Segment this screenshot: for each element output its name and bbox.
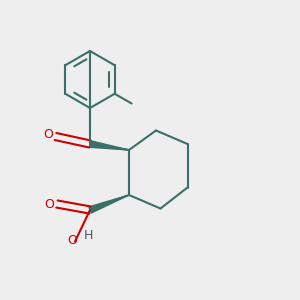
- Polygon shape: [89, 195, 129, 213]
- Polygon shape: [89, 141, 129, 150]
- Text: O: O: [67, 233, 77, 247]
- Text: H: H: [84, 229, 93, 242]
- Text: O: O: [45, 197, 54, 211]
- Text: O: O: [43, 128, 53, 142]
